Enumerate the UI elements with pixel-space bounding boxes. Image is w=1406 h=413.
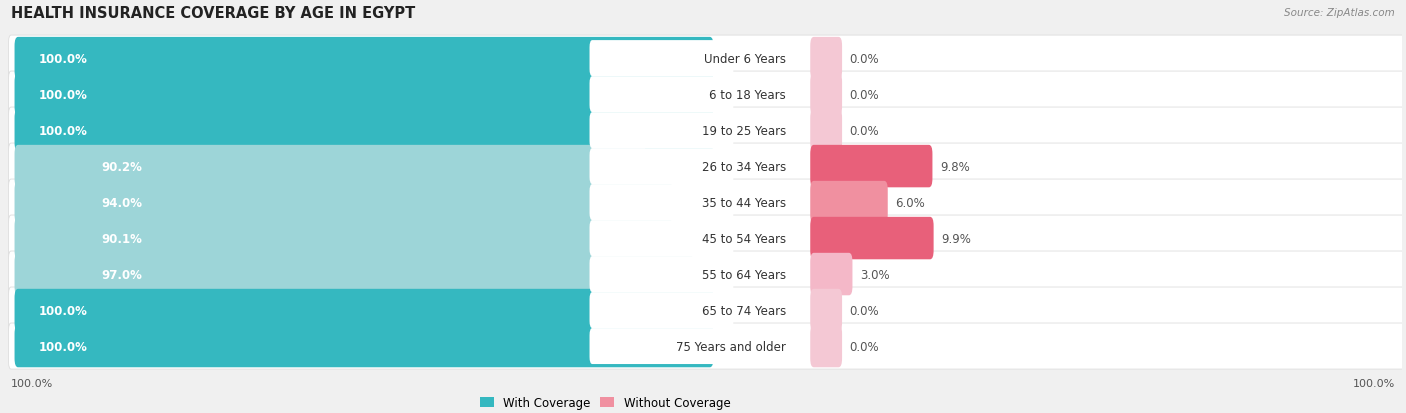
FancyBboxPatch shape (14, 217, 645, 260)
Text: 97.0%: 97.0% (101, 268, 142, 281)
Text: 6 to 18 Years: 6 to 18 Years (709, 88, 786, 101)
Text: 100.0%: 100.0% (39, 88, 87, 101)
FancyBboxPatch shape (8, 287, 1405, 333)
Text: 19 to 25 Years: 19 to 25 Years (702, 124, 786, 137)
FancyBboxPatch shape (810, 145, 932, 188)
FancyBboxPatch shape (14, 145, 645, 188)
FancyBboxPatch shape (810, 109, 842, 152)
Text: Under 6 Years: Under 6 Years (704, 52, 786, 65)
FancyBboxPatch shape (8, 252, 1405, 297)
FancyBboxPatch shape (810, 181, 887, 224)
Legend: With Coverage, Without Coverage: With Coverage, Without Coverage (475, 392, 735, 413)
Text: 0.0%: 0.0% (849, 88, 879, 101)
Text: HEALTH INSURANCE COVERAGE BY AGE IN EGYPT: HEALTH INSURANCE COVERAGE BY AGE IN EGYP… (11, 5, 415, 21)
FancyBboxPatch shape (589, 113, 734, 149)
FancyBboxPatch shape (810, 289, 842, 332)
FancyBboxPatch shape (8, 144, 1405, 190)
Text: 9.9%: 9.9% (941, 232, 972, 245)
Text: Source: ZipAtlas.com: Source: ZipAtlas.com (1284, 8, 1395, 18)
FancyBboxPatch shape (8, 72, 1405, 118)
Text: 26 to 34 Years: 26 to 34 Years (702, 160, 786, 173)
FancyBboxPatch shape (589, 256, 734, 292)
FancyBboxPatch shape (14, 38, 713, 80)
Text: 100.0%: 100.0% (39, 124, 87, 137)
FancyBboxPatch shape (8, 36, 1405, 82)
Text: 90.1%: 90.1% (101, 232, 142, 245)
FancyBboxPatch shape (8, 216, 1405, 261)
Text: 100.0%: 100.0% (11, 378, 53, 388)
Text: 3.0%: 3.0% (860, 268, 890, 281)
FancyBboxPatch shape (810, 253, 852, 296)
FancyBboxPatch shape (810, 74, 842, 116)
FancyBboxPatch shape (589, 41, 734, 77)
Text: 0.0%: 0.0% (849, 124, 879, 137)
FancyBboxPatch shape (14, 74, 713, 116)
Text: 100.0%: 100.0% (39, 340, 87, 353)
FancyBboxPatch shape (589, 185, 734, 221)
Text: 94.0%: 94.0% (101, 196, 142, 209)
Text: 45 to 54 Years: 45 to 54 Years (702, 232, 786, 245)
FancyBboxPatch shape (810, 325, 842, 368)
FancyBboxPatch shape (589, 149, 734, 185)
FancyBboxPatch shape (810, 217, 934, 260)
Text: 75 Years and older: 75 Years and older (676, 340, 786, 353)
FancyBboxPatch shape (8, 108, 1405, 154)
FancyBboxPatch shape (589, 328, 734, 364)
FancyBboxPatch shape (589, 221, 734, 256)
FancyBboxPatch shape (14, 289, 713, 332)
FancyBboxPatch shape (14, 325, 713, 368)
FancyBboxPatch shape (589, 292, 734, 328)
Text: 90.2%: 90.2% (101, 160, 142, 173)
Text: 100.0%: 100.0% (39, 304, 87, 317)
Text: 6.0%: 6.0% (896, 196, 925, 209)
FancyBboxPatch shape (8, 323, 1405, 369)
FancyBboxPatch shape (8, 180, 1405, 225)
Text: 55 to 64 Years: 55 to 64 Years (702, 268, 786, 281)
FancyBboxPatch shape (14, 109, 713, 152)
Text: 100.0%: 100.0% (39, 52, 87, 65)
Text: 100.0%: 100.0% (1353, 378, 1395, 388)
Text: 35 to 44 Years: 35 to 44 Years (702, 196, 786, 209)
FancyBboxPatch shape (14, 253, 693, 296)
FancyBboxPatch shape (589, 77, 734, 113)
Text: 0.0%: 0.0% (849, 304, 879, 317)
Text: 9.8%: 9.8% (941, 160, 970, 173)
Text: 0.0%: 0.0% (849, 340, 879, 353)
Text: 65 to 74 Years: 65 to 74 Years (702, 304, 786, 317)
FancyBboxPatch shape (14, 181, 672, 224)
FancyBboxPatch shape (810, 38, 842, 80)
Text: 0.0%: 0.0% (849, 52, 879, 65)
